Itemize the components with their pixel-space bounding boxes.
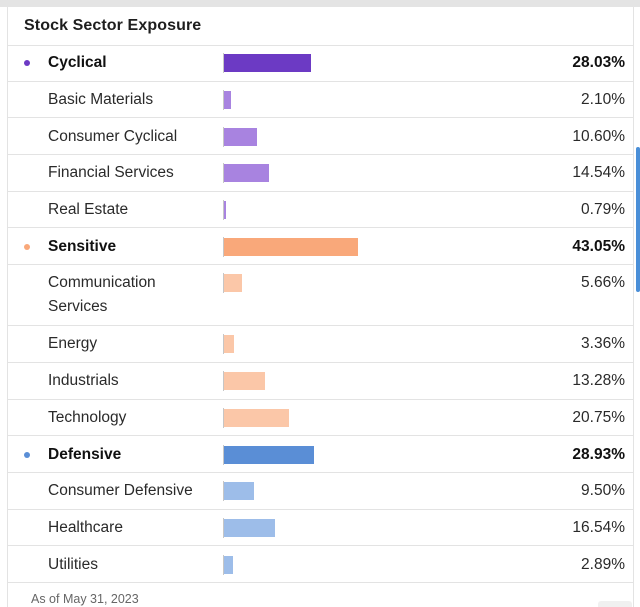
as-of-date: As of May 31, 2023 [31,592,139,606]
percent-value: 20.75% [572,408,625,426]
group-row-sensitive: Sensitive 43.05% [8,228,633,266]
sector-label: Healthcare [48,518,123,536]
sector-row-consumer-cyclical: Consumer Cyclical 10.60% [8,118,633,156]
percent-value: 3.36% [581,335,625,353]
bar-axis [223,200,224,221]
sector-label: Consumer Defensive [48,482,193,500]
sector-label: Financial Services [48,164,174,182]
sector-label: Energy [48,335,98,353]
bar-axis [223,126,224,147]
group-row-defensive: Defensive 28.93% [8,436,633,473]
sector-label: Defensive [48,445,122,463]
bar-consumer-defensive [224,482,254,501]
bar-real-estate [224,201,227,220]
bar-healthcare [224,518,276,537]
bar-axis [223,53,224,74]
bar-energy [224,335,235,354]
bar-axis [223,444,224,465]
sector-row-technology: Technology 20.75% [8,400,633,437]
percent-value: 2.10% [581,91,625,109]
bar-axis [223,554,224,575]
sector-row-consumer-defensive: Consumer Defensive 9.50% [8,473,633,510]
sector-table: Cyclical 28.03% Basic Materials 2.10% Consum… [8,45,633,583]
bar-axis [223,273,224,294]
bar-financial-services [224,164,270,183]
scrollbar-thumb[interactable] [636,147,640,292]
percent-value: 9.50% [581,482,625,500]
sector-label: Sensitive [48,237,117,255]
bar-basic-materials [224,91,231,110]
bar-axis [223,481,224,502]
page-title: Stock Sector Exposure [24,17,202,34]
sector-row-financial-services: Financial Services 14.54% [8,155,633,192]
percent-value: 5.66% [581,274,625,292]
bar-cyclical [224,54,312,73]
legend-dot-defensive [24,451,30,458]
legend-dot-cyclical [24,60,30,67]
title-divider [8,45,633,46]
sector-exposure-panel [7,7,634,607]
bar-axis [223,407,224,428]
sector-label: Cyclical [48,54,107,72]
bar-axis [223,163,224,184]
sector-label: Basic Materials [48,91,154,109]
sector-label: Industrials [48,372,119,390]
bar-axis [223,371,224,392]
sector-label: Consumer Cyclical [48,127,178,145]
legend-dot-sensitive [24,243,30,250]
bar-consumer-cyclical [224,127,257,146]
bar-technology [224,408,289,427]
group-row-cyclical: Cyclical 28.03% [8,45,633,82]
sector-row-real-estate: Real Estate 0.79% [8,192,633,229]
corner-handle [598,601,632,607]
percent-value: 28.93% [572,445,625,463]
sector-label: Communication Services [48,274,156,316]
percent-value: 0.79% [581,201,625,219]
bar-industrials [224,372,266,391]
sector-label: Utilities [48,555,98,573]
bar-sensitive [224,237,358,256]
percent-value: 10.60% [572,127,625,145]
bar-axis [223,90,224,111]
sector-row-communication-services: Communication Services 5.66% [8,265,633,327]
bar-axis [223,236,224,257]
sector-row-healthcare: Healthcare 16.54% [8,510,633,547]
sector-row-energy: Energy 3.36% [8,326,633,363]
bar-axis [223,334,224,355]
percent-value: 13.28% [572,372,625,390]
percent-value: 43.05% [572,237,625,255]
top-strip [0,0,640,7]
percent-value: 2.89% [581,555,625,573]
percent-value: 14.54% [572,164,625,182]
bar-communication-services [224,274,242,293]
bar-axis [223,517,224,538]
percent-value: 16.54% [572,518,625,536]
sector-label: Technology [48,408,127,426]
sector-row-utilities: Utilities 2.89% [8,546,633,583]
percent-value: 28.03% [572,54,625,72]
bar-defensive [224,445,315,464]
sector-row-industrials: Industrials 13.28% [8,363,633,400]
bar-utilities [224,555,233,574]
sector-row-basic-materials: Basic Materials 2.10% [8,82,633,119]
sector-label: Real Estate [48,201,129,219]
